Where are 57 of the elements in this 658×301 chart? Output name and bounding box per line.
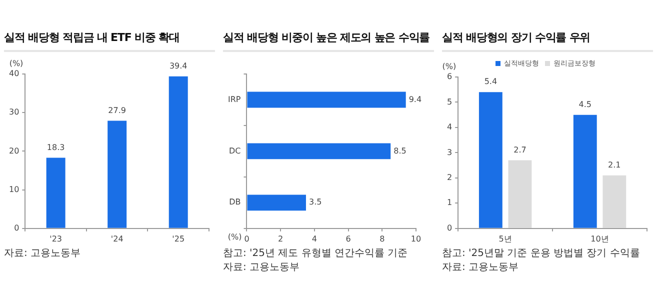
y-tick-label: 40: [8, 69, 20, 78]
data-label: 9.4: [408, 94, 422, 104]
y-tick-label: 3: [446, 148, 452, 157]
x-tick-label: '24: [110, 234, 124, 244]
text: 자료: 고용노동부: [223, 261, 301, 275]
bar: [602, 175, 626, 228]
text: 자료: 고용노동부: [442, 261, 520, 275]
chart-title: 실적 배당형의 장기 수익률 우위: [442, 30, 653, 52]
y-tick-label: 0: [446, 223, 452, 232]
x-tick-label: '25: [172, 234, 185, 244]
x-tick-label: 8: [380, 234, 385, 244]
bar: [508, 160, 532, 228]
bar: [247, 194, 306, 211]
x-tick-label: 10년: [590, 234, 609, 244]
data-label: 2.7: [514, 145, 526, 154]
data-label: 2.1: [608, 160, 621, 170]
y-tick-label: DB: [229, 198, 241, 207]
x-tick-label: 4: [312, 234, 317, 244]
x-tick-label: '23: [50, 234, 62, 244]
chart-title: 실적 배당형 적립금 내 ETF 비중 확대: [4, 30, 215, 52]
chart-title: 실적 배당형 비중이 높은 제도의 높은 수익률: [223, 30, 434, 52]
y-tick-label: 10: [8, 184, 20, 194]
data-label: 4.5: [578, 100, 592, 109]
x-tick-label: 5년: [498, 234, 512, 244]
bar: [247, 92, 406, 108]
text: 참고: '25년 제도 유형별 연간수익률 기준: [223, 247, 409, 261]
data-label: 18.3: [46, 142, 65, 152]
data-label: 5.4: [484, 77, 498, 86]
y-axis-title: (%): [9, 59, 24, 68]
bar: [46, 158, 66, 228]
y-axis-title: (%): [442, 62, 456, 72]
x-tick-label: 6: [346, 234, 351, 244]
bar: [573, 114, 597, 228]
y-tick-label: 1: [446, 198, 452, 208]
y-tick-label: 4: [446, 122, 452, 132]
y-tick-label: 6: [446, 72, 452, 82]
bar: [247, 143, 391, 160]
y-tick-label: DC: [228, 146, 242, 156]
data-label: 27.9: [108, 106, 126, 115]
y-tick-label: 2: [446, 173, 452, 182]
y-tick-label: 20: [8, 146, 20, 156]
x-tick-label: 10: [410, 234, 422, 244]
text: 자료: 고용노동부: [4, 247, 82, 261]
y-tick-label: IRP: [228, 94, 241, 104]
bar: [168, 76, 188, 228]
data-label: 8.5: [394, 146, 406, 156]
text: 참고: '25년말 기준 운용 방법별 장기 수익률: [442, 247, 641, 261]
y-tick-label: 0: [14, 223, 20, 232]
x-tick-label: 2: [278, 234, 284, 244]
bar: [478, 92, 502, 228]
x-axis-title: (%): [228, 232, 242, 242]
data-label: 39.4: [169, 61, 188, 70]
x-tick-label: 0: [244, 234, 250, 244]
y-tick-label: 5: [446, 97, 452, 106]
data-label: 3.5: [308, 198, 322, 207]
bar: [108, 120, 127, 228]
y-tick-label: 30: [8, 108, 20, 117]
